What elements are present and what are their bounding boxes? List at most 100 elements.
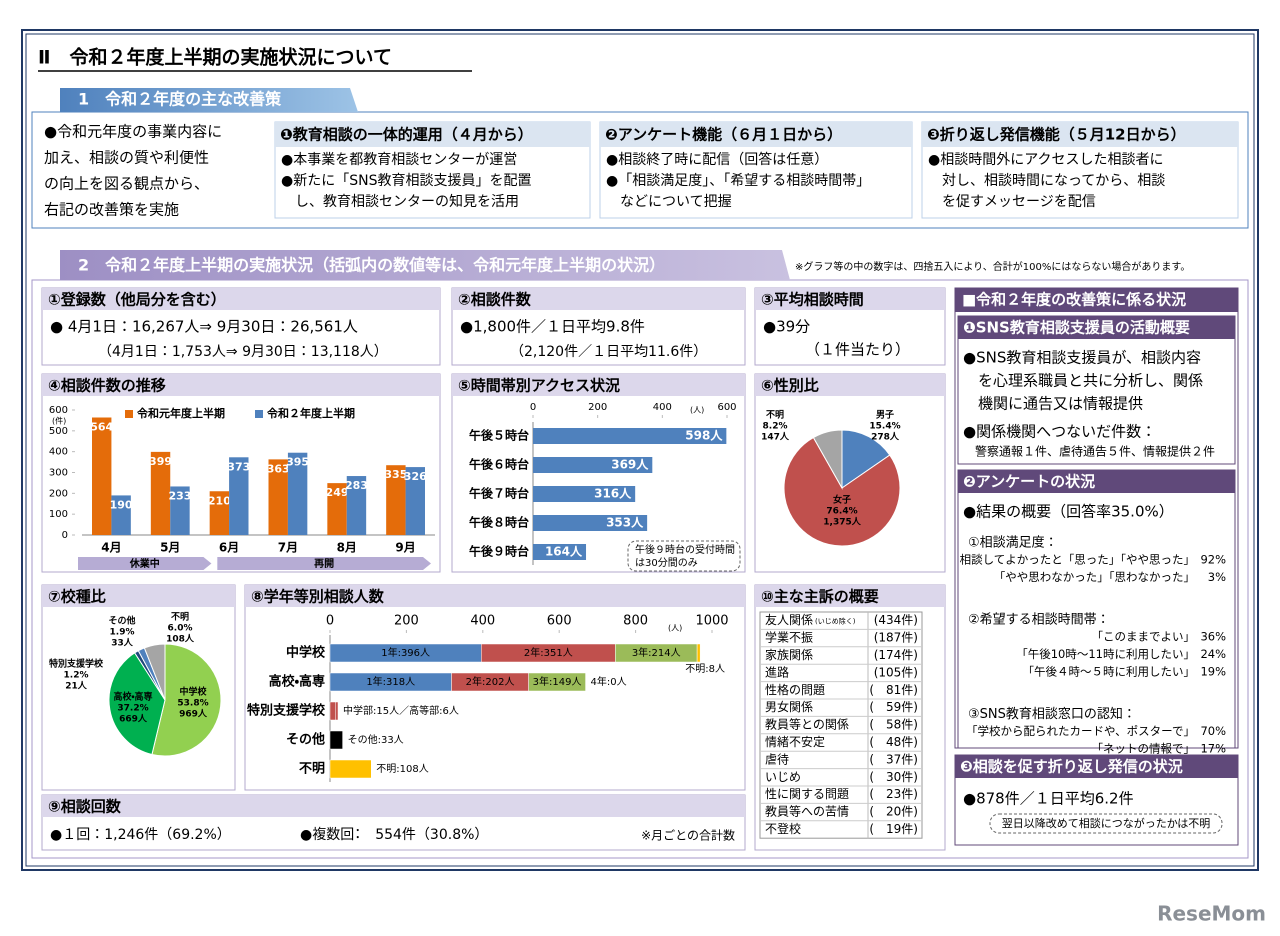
slice-label: 高校・高専 [113, 691, 152, 703]
table [759, 611, 923, 839]
group-heading: ③SNS教育相談窓口の認知： [968, 706, 1136, 722]
panel-header [42, 288, 440, 310]
segment-label: 4年:0人 [591, 675, 627, 688]
text-line: ●複数回： 554件（30.8%） [300, 826, 488, 843]
panel-title: ⑩主な主訴の概要 [761, 588, 879, 606]
x-tick-label: 400 [653, 402, 672, 413]
sub-header [955, 755, 1238, 778]
note: 午後９時台の受付時間 [635, 543, 735, 556]
table-cell: いじめ [765, 770, 801, 784]
x-tick-label: 0 [530, 402, 536, 413]
bar [268, 459, 288, 535]
period-arrow [217, 557, 431, 570]
axis-unit: (人) [690, 406, 704, 415]
page-title: Ⅱ 令和２年度上半期の実施状況について [38, 46, 392, 69]
slice-value: 8.2% [763, 422, 788, 432]
slice-count: 969人 [179, 709, 208, 720]
slice-value: 15.4% [869, 422, 900, 432]
x-tick-label: 6月 [219, 541, 239, 555]
y-tick-label: 200 [49, 488, 68, 499]
axis-unit: (人) [668, 624, 682, 633]
bar [533, 457, 653, 473]
item-line: ●本事業を都教育相談センターが運営 [281, 152, 517, 168]
y-tick-label: その他 [286, 732, 325, 748]
bar [229, 457, 249, 535]
segment-label: 不明:8人 [685, 663, 725, 675]
intro-line: の向上を図る観点から、 [44, 175, 209, 193]
y-tick-label: 高校・高専 [269, 674, 325, 690]
panel-header [755, 288, 945, 310]
bar [150, 451, 171, 535]
status-header [955, 288, 1238, 312]
axis-unit: (件) [52, 416, 66, 426]
item-line: し、教育相談センターの知見を活用 [281, 193, 519, 210]
y-tick-label: 午後８時台 [469, 515, 529, 530]
table-note: (いじめ除く) [815, 617, 856, 626]
table-cell: 情緒不安定 [765, 735, 825, 749]
segment-label: その他:33人 [348, 733, 404, 746]
y-tick-label: 100 [49, 509, 68, 520]
survey-label: 相談してよかったと「思った」「やや思った」 [960, 553, 1195, 567]
table-cell: ( 59件) [869, 700, 918, 714]
y-tick-label: 午後６時台 [469, 457, 529, 472]
legend-label: 令和元年度上半期 [137, 406, 225, 420]
bar [111, 495, 131, 535]
slice-label: 女子 [833, 494, 851, 506]
slice-count: 147人 [761, 432, 790, 443]
item-header [600, 122, 912, 147]
bar [533, 486, 636, 502]
table-cell: ( 23件) [869, 787, 918, 801]
survey-value: 19% [1200, 665, 1226, 679]
bar-segment [528, 672, 586, 692]
slice-label: その他 [108, 615, 135, 627]
period-label: 再開 [314, 558, 334, 570]
y-tick-label: 600 [49, 405, 68, 416]
text-line: ● 4月1日：16,267人⇒ 9月30日：26,561人 [50, 318, 358, 336]
survey-label: 「午後４時～５時に利用したい」 [1023, 665, 1196, 679]
note: ※グラフ等の中の数字は、四捨五入により、合計が100%にはならない場合があります… [795, 260, 1190, 273]
panel-title: ①登録数（他局分を含む） [48, 291, 226, 309]
table-cell: 進路 [765, 664, 789, 679]
y-tick-label: 午後５時台 [469, 428, 529, 443]
slice-value: 53.8% [177, 699, 208, 709]
period-label: 休業中 [129, 557, 160, 570]
slice-count: 21人 [65, 681, 88, 692]
bar-segment [329, 730, 343, 750]
legend-swatch [255, 410, 263, 418]
table-cell: ( 19件) [869, 822, 918, 836]
row-label: 中学部:15人／高等部:6人 [343, 704, 459, 717]
text-line: ●39分 [763, 318, 810, 336]
data-label: 190 [110, 498, 133, 511]
bar [533, 515, 648, 531]
sub-title: ❷アンケートの状況 [963, 473, 1095, 491]
data-label: 210 [208, 494, 231, 507]
slice-count: 278人 [871, 432, 900, 443]
bar-segment [696, 643, 701, 663]
text-line: を心理系職員と共に分析し、関係 [963, 372, 1203, 390]
watermark: ReseMom [1157, 902, 1266, 926]
item-title: ❶教育相談の一体的運用（４月から） [280, 126, 533, 144]
bar [92, 417, 112, 535]
data-label: 369人 [611, 458, 649, 472]
x-tick-label: 400 [470, 614, 495, 629]
data-label: 399 [149, 455, 172, 468]
y-tick-label: 午後７時台 [469, 486, 529, 501]
x-tick-label: 200 [588, 402, 607, 413]
bar-segment [329, 701, 336, 721]
text-line: ●１回：1,246件（69.2%） [50, 827, 231, 843]
item-line: を促すメッセージを配信 [928, 194, 1096, 210]
table-cell: (105件) [874, 665, 918, 679]
table-cell: ( 30件) [869, 770, 918, 784]
pie-slice [812, 429, 843, 490]
status-heading: ■令和２年度の改善策に係る状況 [962, 291, 1186, 309]
intro-line: 右記の改善策を実施 [44, 201, 179, 219]
survey-value: 24% [1200, 647, 1226, 661]
panel-title: ⑨相談回数 [48, 798, 122, 816]
item-title: ❸折り返し発信機能（５月12日から） [927, 126, 1186, 144]
survey-value: 36% [1200, 630, 1226, 644]
text-line: ●878件／１日平均6.2件 [963, 790, 1134, 808]
table-cell: 学業不振 [765, 630, 813, 645]
slice-count: 669人 [119, 714, 148, 725]
data-label: 598人 [685, 429, 723, 443]
